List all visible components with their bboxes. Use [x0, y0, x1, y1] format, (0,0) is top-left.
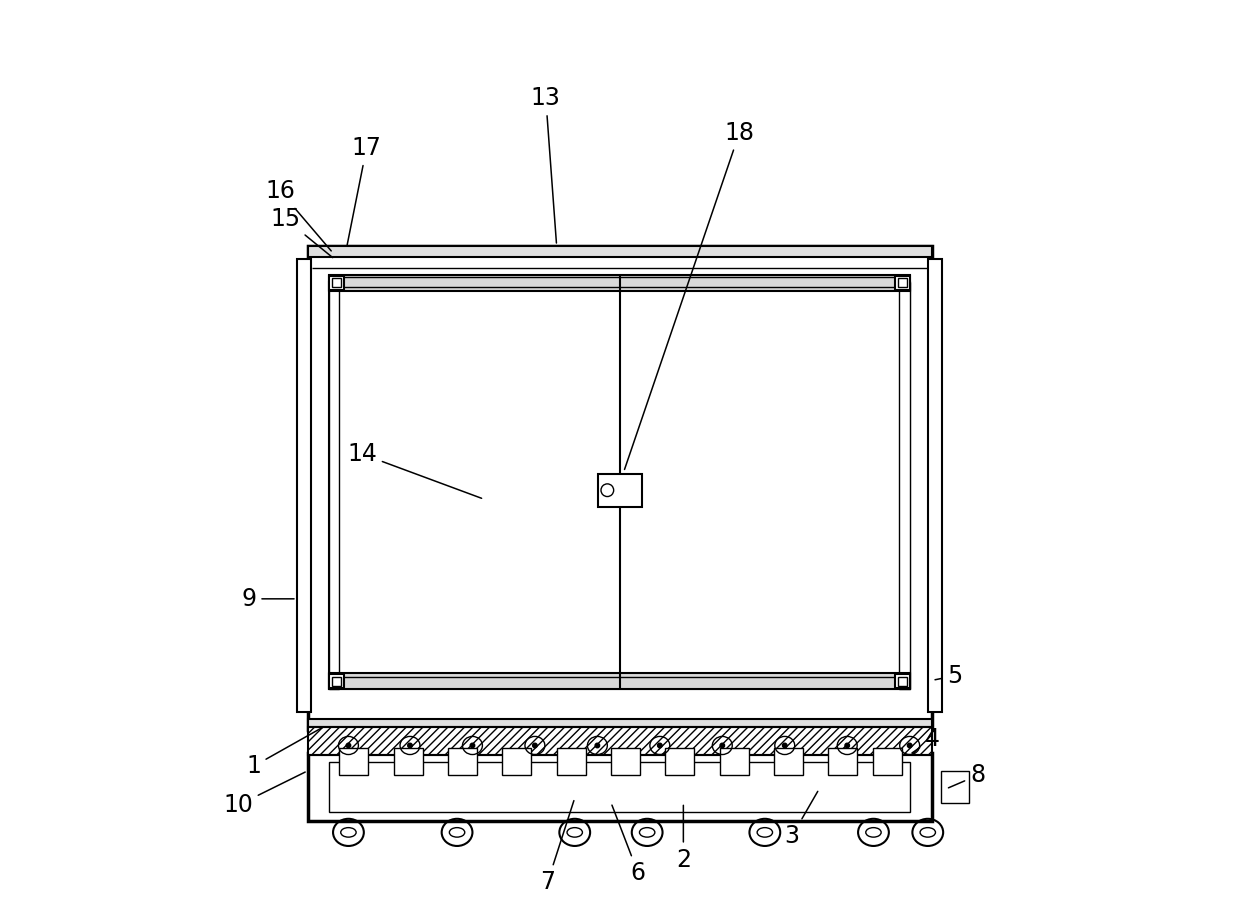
Text: 5: 5	[935, 664, 962, 687]
Circle shape	[720, 744, 724, 748]
Circle shape	[408, 744, 412, 748]
Bar	[330, 674, 343, 688]
Text: 9: 9	[242, 587, 294, 611]
Bar	[898, 676, 906, 686]
Text: 14: 14	[347, 442, 481, 498]
Text: 17: 17	[347, 136, 382, 245]
Bar	[296, 260, 311, 712]
Bar	[928, 260, 942, 712]
Bar	[895, 674, 910, 688]
Bar	[308, 246, 932, 257]
Bar	[308, 246, 932, 730]
Circle shape	[595, 744, 600, 748]
Bar	[899, 282, 910, 689]
Bar	[329, 762, 910, 812]
Bar	[329, 673, 910, 689]
Bar	[308, 727, 932, 755]
Bar	[329, 275, 910, 291]
Text: 10: 10	[223, 772, 305, 817]
Bar	[719, 748, 749, 775]
Circle shape	[470, 744, 475, 748]
Bar	[502, 748, 531, 775]
Text: 15: 15	[270, 207, 332, 258]
Bar	[329, 282, 910, 689]
Bar	[611, 748, 640, 775]
Text: 3: 3	[785, 792, 817, 848]
Text: 13: 13	[531, 86, 560, 243]
Text: 18: 18	[625, 121, 754, 469]
Text: 8: 8	[949, 764, 985, 788]
Bar	[329, 282, 340, 689]
Bar	[332, 676, 341, 686]
Text: 2: 2	[676, 805, 691, 872]
Bar	[308, 753, 932, 821]
Bar	[898, 279, 906, 288]
Bar	[393, 748, 423, 775]
Circle shape	[844, 744, 849, 748]
Circle shape	[908, 744, 911, 748]
Circle shape	[346, 744, 351, 748]
Bar	[873, 748, 903, 775]
Bar	[557, 748, 585, 775]
Circle shape	[657, 744, 662, 748]
Text: 6: 6	[613, 805, 646, 885]
Bar	[332, 279, 341, 288]
Circle shape	[533, 744, 537, 748]
Bar	[598, 474, 642, 507]
Circle shape	[782, 744, 787, 748]
Bar	[828, 748, 857, 775]
Bar	[941, 771, 968, 803]
Bar	[448, 748, 477, 775]
Bar	[895, 276, 910, 291]
Bar	[774, 748, 802, 775]
Text: 7: 7	[541, 801, 574, 894]
Text: 1: 1	[246, 727, 324, 778]
Bar	[666, 748, 694, 775]
Text: 16: 16	[265, 180, 331, 251]
Bar	[340, 748, 368, 775]
Text: 4: 4	[911, 727, 940, 753]
Bar	[308, 719, 932, 730]
Bar	[330, 276, 343, 291]
